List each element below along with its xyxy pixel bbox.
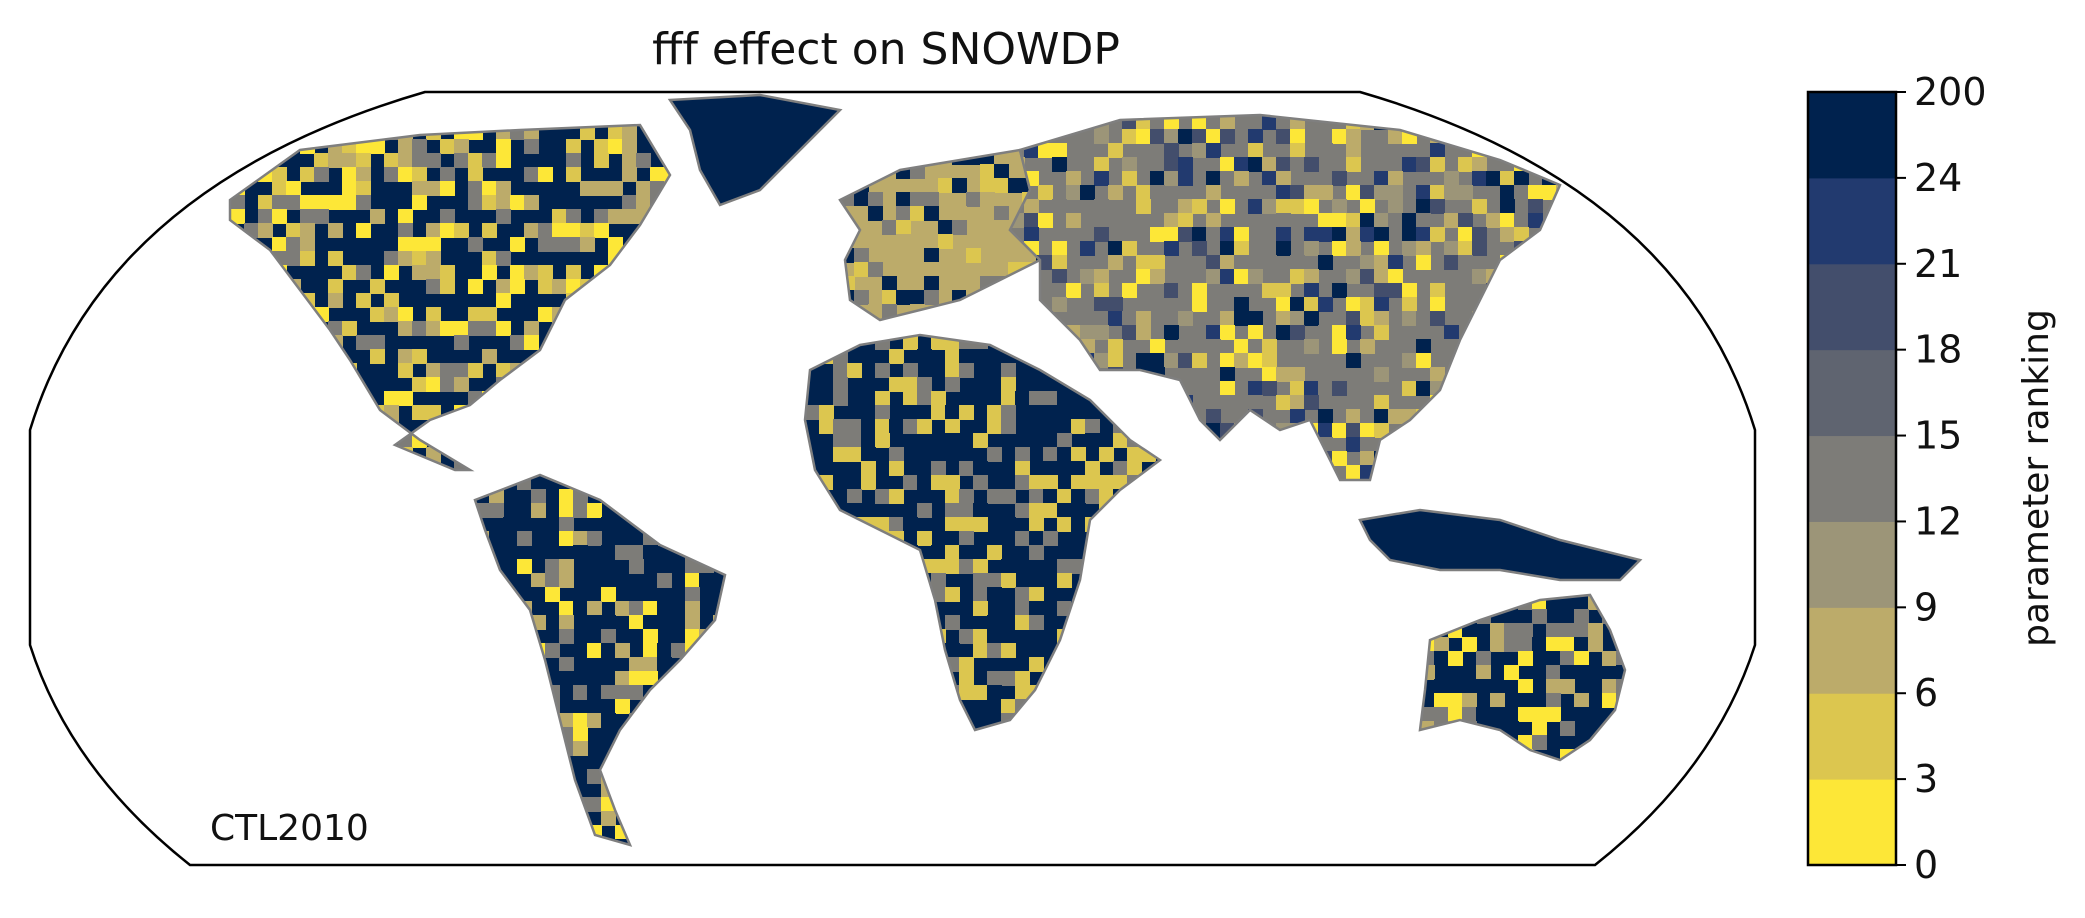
coastline-greenland xyxy=(667,93,843,207)
colorbar-segment xyxy=(1808,263,1896,351)
colorbar: 0 3 6 9 12 15 18 21 24 200 parameter ranking xyxy=(1806,70,2057,887)
colorbar-tick-label: 9 xyxy=(1914,585,1938,629)
colorbar-label: parameter ranking xyxy=(2016,309,2057,647)
colorbar-segment xyxy=(1808,92,1896,179)
colorbar-segment xyxy=(1808,693,1896,780)
colorbar-tick-label: 15 xyxy=(1914,414,1962,458)
land-region-south-america xyxy=(475,475,725,845)
colorbar-tick-label: 3 xyxy=(1914,757,1938,801)
colorbar-tick-label: 6 xyxy=(1914,671,1938,715)
map-title: fff effect on SNOWDP xyxy=(652,24,1120,75)
world-map xyxy=(28,90,1757,867)
colorbar-tick-label: 18 xyxy=(1914,328,1962,372)
coastline-asia xyxy=(1008,113,1562,482)
colorbar-segment xyxy=(1808,607,1896,694)
coastline-africa xyxy=(803,333,1163,732)
colorbar-tick-label: 0 xyxy=(1914,843,1938,887)
colorbar-segment xyxy=(1808,349,1896,437)
colorbar-tick-label: 200 xyxy=(1914,70,1987,114)
colorbar-segment xyxy=(1808,779,1896,866)
colorbar-segment xyxy=(1808,177,1896,265)
coastline-indonesia xyxy=(1358,508,1643,582)
run-label: CTL2010 xyxy=(210,808,369,849)
coastline-north-america xyxy=(228,123,672,472)
colorbar-segment xyxy=(1808,435,1896,522)
colorbar-segment xyxy=(1808,521,1896,608)
coastline-europe xyxy=(838,148,1043,322)
coastline-south-america xyxy=(473,473,727,847)
coastline-australia xyxy=(1418,593,1627,762)
colorbar-tick-label: 21 xyxy=(1914,242,1962,286)
colorbar-tick-label: 24 xyxy=(1914,156,1962,200)
colorbar-tick-label: 12 xyxy=(1914,499,1962,543)
colorbar-frame xyxy=(1806,90,1898,867)
map-frame-border xyxy=(28,90,1757,867)
